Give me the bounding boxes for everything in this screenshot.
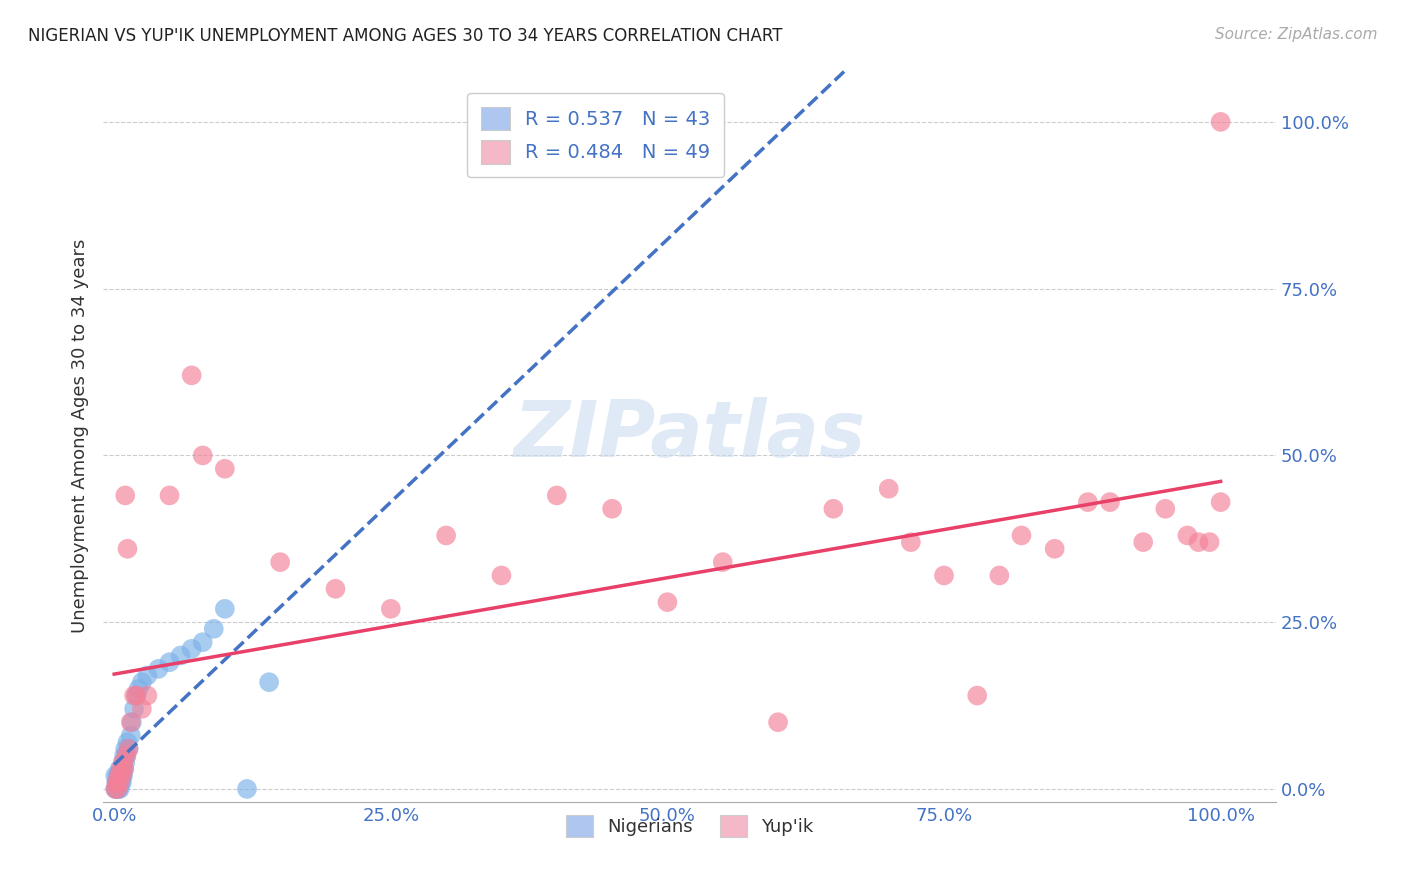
Point [1198,535,1220,549]
Point [108,762,131,776]
Point [1077,495,1099,509]
Point [111,762,134,776]
Point [125,689,148,703]
Y-axis label: Unemployment Among Ages 30 to 34 years: Unemployment Among Ages 30 to 34 years [72,238,89,632]
Point [202,622,225,636]
Point [111,768,134,782]
Point [105,775,128,789]
Point [107,768,129,782]
Point [128,681,150,696]
Point [257,675,280,690]
Point [111,768,134,782]
Point [180,368,202,383]
Point [107,768,129,782]
Point [107,781,129,796]
Point [120,715,142,730]
Point [120,729,142,743]
Point [104,781,127,796]
Point [1154,501,1177,516]
Point [110,768,132,782]
Point [115,748,138,763]
Point [112,756,135,770]
Point [105,781,128,796]
Point [108,775,131,789]
Point [1209,495,1232,509]
Point [114,488,136,502]
Point [236,781,259,796]
Point [434,528,457,542]
Point [121,715,143,730]
Point [107,768,129,782]
Point [136,668,159,682]
Point [104,781,127,796]
Text: NIGERIAN VS YUP'IK UNEMPLOYMENT AMONG AGES 30 TO 34 YEARS CORRELATION CHART: NIGERIAN VS YUP'IK UNEMPLOYMENT AMONG AG… [28,27,783,45]
Point [117,742,139,756]
Point [136,689,159,703]
Point [131,702,153,716]
Point [117,742,139,756]
Point [900,535,922,549]
Point [112,748,135,763]
Point [108,781,131,796]
Point [657,595,679,609]
Point [214,462,236,476]
Point [112,756,135,770]
Point [1011,528,1033,542]
Point [122,689,145,703]
Point [966,689,988,703]
Point [159,655,181,669]
Point [380,602,402,616]
Point [114,742,136,756]
Point [1209,115,1232,129]
Point [214,602,236,616]
Point [148,662,170,676]
Point [110,775,132,789]
Point [125,689,148,703]
Point [117,735,139,749]
Point [823,501,845,516]
Point [131,675,153,690]
Point [877,482,900,496]
Point [600,501,623,516]
Point [111,775,134,789]
Point [325,582,347,596]
Legend: Nigerians, Yup'ik: Nigerians, Yup'ik [558,808,821,845]
Point [114,756,136,770]
Point [115,748,138,763]
Point [159,488,181,502]
Point [766,715,789,730]
Point [1187,535,1209,549]
Point [1043,541,1066,556]
Point [1098,495,1121,509]
Point [932,568,955,582]
Point [169,648,191,663]
Point [107,781,129,796]
Point [117,541,139,556]
Point [180,641,202,656]
Point [1177,528,1199,542]
Point [104,768,127,782]
Point [107,775,129,789]
Point [191,635,214,649]
Point [988,568,1011,582]
Point [105,775,128,789]
Point [112,768,135,782]
Point [107,781,129,796]
Point [191,449,214,463]
Point [711,555,734,569]
Point [112,762,135,776]
Point [122,702,145,716]
Point [1132,535,1154,549]
Point [110,762,132,776]
Text: Source: ZipAtlas.com: Source: ZipAtlas.com [1215,27,1378,42]
Point [491,568,513,582]
Point [112,762,135,776]
Text: ZIPatlas: ZIPatlas [513,398,866,474]
Point [546,488,568,502]
Point [269,555,291,569]
Point [107,775,129,789]
Point [108,775,131,789]
